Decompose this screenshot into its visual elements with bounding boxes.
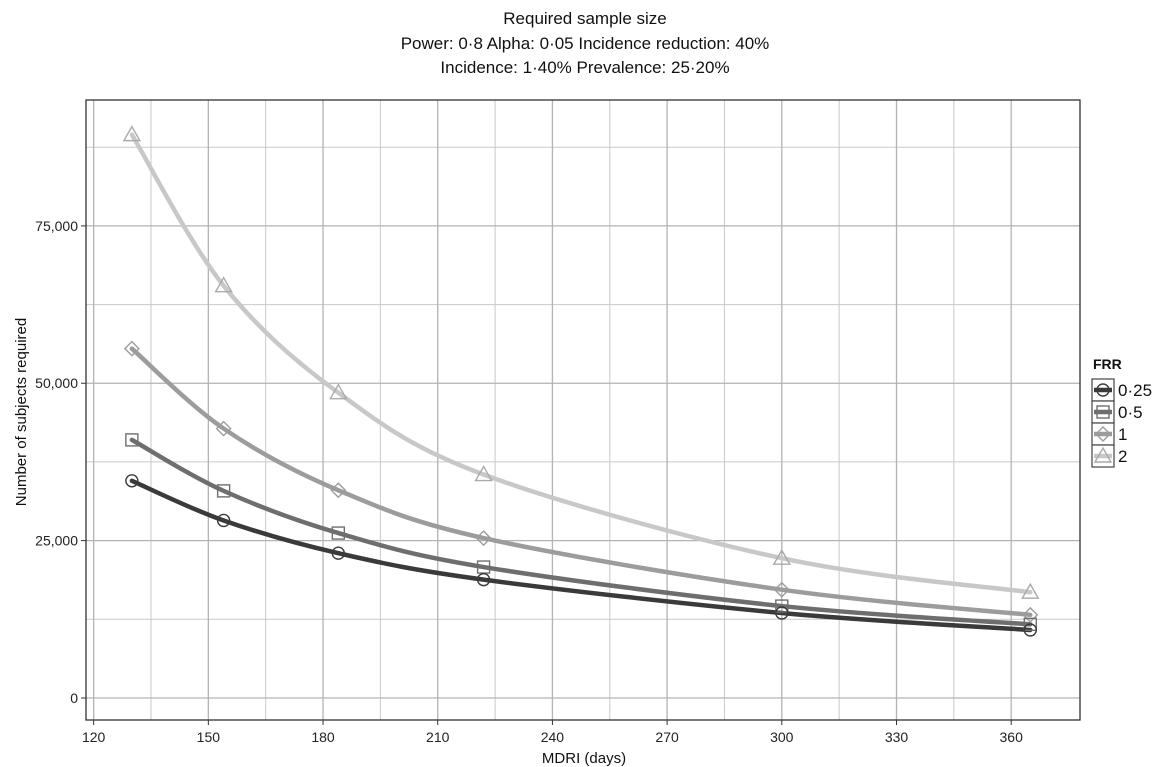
x-tick-label: 180 (311, 729, 335, 745)
data-point-square (1023, 617, 1038, 632)
legend-label: 1 (1118, 425, 1127, 444)
x-tick-label: 240 (541, 729, 565, 745)
plot-border (85, 99, 1081, 721)
series-line-triangle (129, 132, 1033, 595)
y-tick-label: 0 (70, 690, 78, 706)
data-point-square (331, 526, 346, 540)
data-point-triangle (214, 276, 233, 293)
legend-key-marker (1096, 405, 1110, 419)
data-point-circle (476, 572, 491, 587)
legend-key-marker (1095, 426, 1111, 442)
legend-title: FRR (1093, 356, 1122, 372)
data-point-diamond (1022, 606, 1039, 623)
data-point-diamond (773, 581, 790, 598)
chart-subtitle-line-2: Incidence: 1·40% Prevalence: 25·20% (440, 58, 729, 77)
x-tick-label: 330 (885, 729, 909, 745)
legend-label: 0·25 (1118, 381, 1152, 400)
x-tick-label: 270 (655, 729, 679, 745)
y-tick-label: 50,000 (35, 375, 78, 391)
legend-key-marker (1093, 446, 1113, 463)
legend-label: 0·5 (1118, 403, 1143, 422)
data-point-diamond (330, 482, 347, 499)
y-axis-label: Number of subjects required (13, 318, 30, 506)
y-tick-label: 25,000 (35, 533, 78, 549)
series-line-circle (129, 478, 1033, 633)
x-axis-label: MDRI (days) (542, 750, 626, 767)
plot-area: 120 150 180 210 240 270 300 330 360 0 25,000 50,000… (35, 99, 1081, 745)
series-line-diamond (129, 346, 1033, 618)
data-point-square (216, 484, 231, 498)
data-point-triangle (1021, 582, 1040, 599)
legend-key-marker (1096, 383, 1110, 397)
data-point-square (125, 433, 139, 447)
series-line-square (129, 437, 1033, 627)
legend: FRR 0·25 0·5 1 2 (1091, 356, 1152, 468)
chart-subtitle-line-1: Power: 0·8 Alpha: 0·05 Incidence reducti… (401, 34, 770, 53)
x-tick-label: 120 (82, 729, 106, 745)
data-point-diamond (475, 530, 492, 547)
x-tick-label: 210 (426, 729, 450, 745)
legend-label: 2 (1118, 447, 1127, 466)
x-tick-label: 300 (770, 729, 794, 745)
data-point-triangle (329, 383, 348, 400)
x-tick-label: 150 (197, 729, 221, 745)
data-point-circle (216, 513, 231, 528)
data-point-triangle (474, 465, 493, 482)
chart-title: Required sample size (503, 9, 666, 28)
data-point-square (775, 599, 789, 613)
plot-background (86, 100, 1080, 720)
data-point-circle (775, 606, 789, 620)
data-point-circle (125, 474, 139, 488)
data-point-circle (331, 546, 346, 560)
data-point-diamond (123, 340, 140, 357)
y-tick-label: 75,000 (35, 218, 78, 234)
data-point-circle (1023, 623, 1038, 637)
x-tick-label: 360 (1000, 729, 1024, 745)
data-point-triangle (122, 125, 142, 142)
data-point-diamond (215, 420, 232, 437)
data-point-triangle (772, 548, 792, 565)
